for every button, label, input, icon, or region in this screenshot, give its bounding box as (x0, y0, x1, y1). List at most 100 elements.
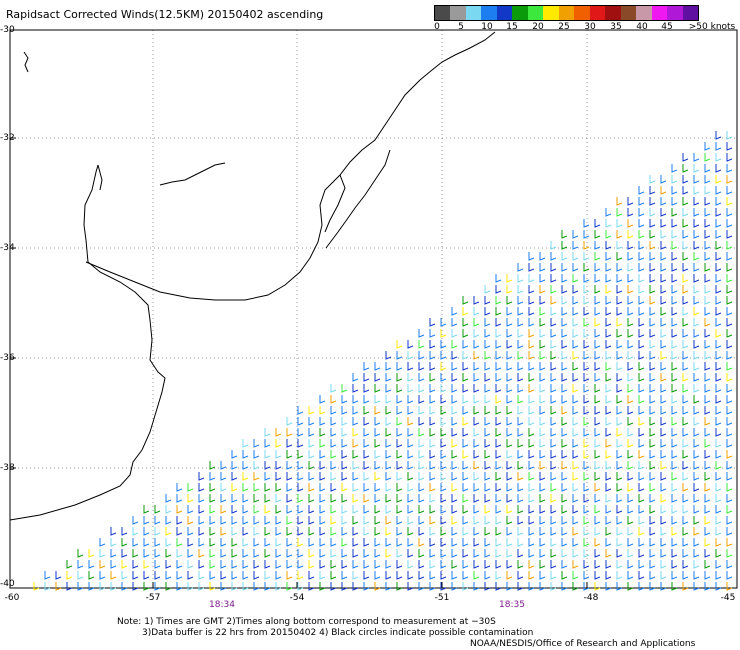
wind-barb (319, 450, 326, 459)
wind-barb (451, 439, 458, 448)
wind-barb (561, 494, 568, 503)
legend-swatch (605, 6, 621, 20)
wind-barb (484, 571, 491, 580)
wind-barb (594, 560, 601, 569)
wind-barb (660, 175, 667, 184)
graticule (10, 30, 737, 588)
wind-barb (440, 472, 447, 481)
wind-barb (275, 549, 282, 558)
wind-barb (264, 571, 271, 580)
wind-barb (517, 373, 524, 382)
wind-barb (572, 461, 579, 470)
wind-barb (715, 285, 722, 294)
wind-barb (66, 560, 73, 569)
wind-barb (341, 582, 348, 591)
wind-barb (682, 538, 689, 547)
wind-barb (550, 549, 557, 558)
wind-barb (572, 472, 579, 481)
wind-barb (220, 582, 227, 591)
wind-barb (484, 560, 491, 569)
wind-barb (473, 538, 480, 547)
wind-barb (583, 241, 590, 250)
wind-barb (539, 263, 546, 272)
wind-barb (154, 582, 161, 591)
wind-barb (253, 472, 260, 481)
wind-barb (209, 560, 216, 569)
lon-label: -57 (145, 593, 161, 603)
wind-barb (638, 373, 645, 382)
legend-label: 35 (610, 22, 622, 32)
wind-barb (440, 406, 447, 415)
wind-barb (418, 472, 425, 481)
wind-barb (693, 241, 700, 250)
wind-barb (693, 395, 700, 404)
wind-barb (660, 384, 667, 393)
wind-barb (660, 208, 667, 217)
wind-barb (473, 439, 480, 448)
wind-barb (704, 142, 711, 151)
wind-barb (715, 439, 722, 448)
wind-barb (220, 494, 227, 503)
wind-barb (407, 362, 414, 371)
wind-barb (396, 439, 403, 448)
wind-barb (363, 527, 370, 536)
wind-barb (715, 340, 722, 349)
wind-barb (605, 417, 612, 426)
wind-barb (726, 340, 733, 349)
wind-barb (671, 549, 678, 558)
wind-barb (671, 362, 678, 371)
wind-barb (605, 219, 612, 228)
wind-barb (693, 153, 700, 162)
wind-barb (473, 560, 480, 569)
wind-barb (528, 329, 535, 338)
wind-barb (649, 505, 656, 514)
wind-barb (319, 582, 326, 591)
wind-barb (176, 483, 183, 492)
wind-barb (693, 164, 700, 173)
wind-barb (594, 285, 601, 294)
wind-barb (649, 362, 656, 371)
wind-barb (726, 263, 733, 272)
wind-barb (209, 483, 216, 492)
wind-barb (418, 406, 425, 415)
wind-barb (462, 483, 469, 492)
wind-barb (528, 296, 535, 305)
wind-barb (44, 571, 51, 580)
wind-barb (561, 274, 568, 283)
wind-barb (352, 450, 359, 459)
wind-barb (396, 494, 403, 503)
wind-barb (726, 439, 733, 448)
wind-barb (473, 582, 480, 591)
credit-line: NOAA/NESDIS/Office of Research and Appli… (470, 639, 696, 649)
time-label: 18:35 (499, 600, 525, 610)
wind-barb (649, 461, 656, 470)
wind-barb (121, 571, 128, 580)
wind-barb (187, 505, 194, 514)
wind-barb (594, 461, 601, 470)
wind-barb (264, 560, 271, 569)
wind-barb (330, 439, 337, 448)
wind-barb (253, 527, 260, 536)
wind-barb (539, 340, 546, 349)
wind-barb (418, 571, 425, 580)
wind-barb (550, 384, 557, 393)
wind-barb (616, 483, 623, 492)
wind-barb (385, 351, 392, 360)
wind-barb (495, 450, 502, 459)
wind-barb (572, 527, 579, 536)
wind-barb (682, 472, 689, 481)
wind-barb (583, 362, 590, 371)
wind-barb (594, 362, 601, 371)
wind-barb (374, 439, 381, 448)
wind-barb (451, 406, 458, 415)
wind-barb (726, 164, 733, 173)
wind-barb (495, 483, 502, 492)
wind-barb (605, 318, 612, 327)
wind-barb (561, 483, 568, 492)
wind-barb (110, 571, 117, 580)
wind-barb (539, 472, 546, 481)
wind-barb (275, 527, 282, 536)
wind-barb (616, 505, 623, 514)
wind-barb (726, 219, 733, 228)
wind-barb (440, 329, 447, 338)
